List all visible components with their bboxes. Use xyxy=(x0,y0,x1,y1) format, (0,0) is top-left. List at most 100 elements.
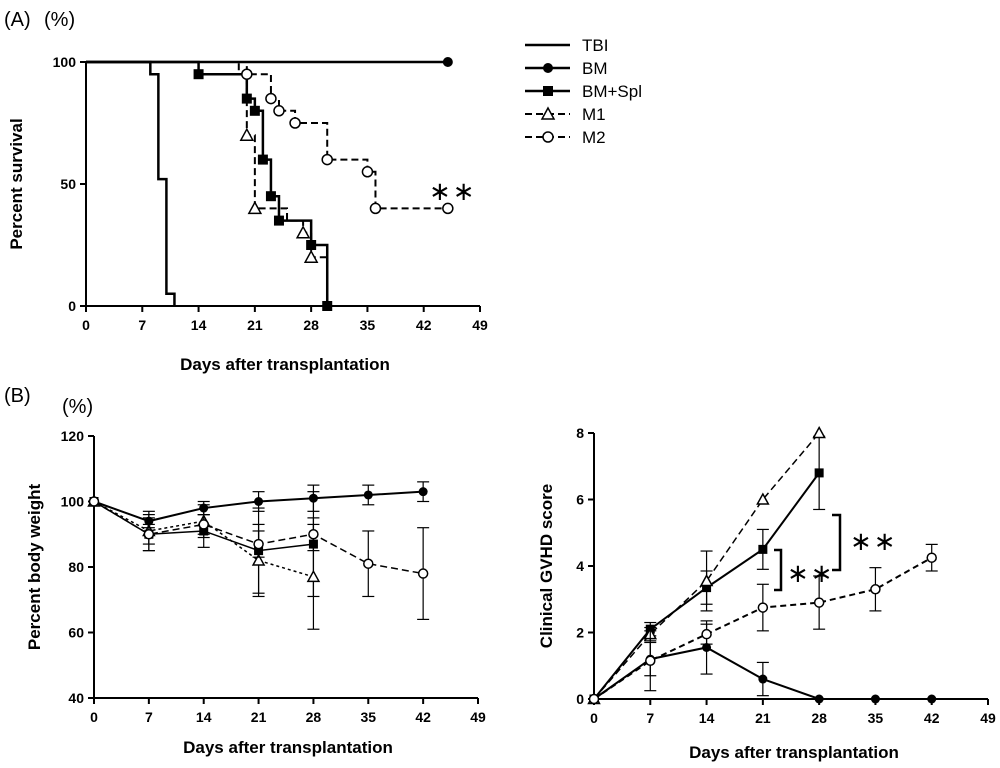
survival-chart: 0 7 14 21 28 35 42 49 0 50 100 Days after transplan… xyxy=(7,54,488,374)
x-axis-title: Days after transplantation xyxy=(689,743,899,762)
x-tick-label: 49 xyxy=(470,709,486,725)
series-tbi xyxy=(86,60,176,306)
data-point-m1 xyxy=(303,249,319,263)
data-point-m2 xyxy=(701,628,712,640)
x-tick-label: 0 xyxy=(590,710,598,726)
data-point-m2 xyxy=(870,584,881,595)
data-point-m2 xyxy=(265,92,277,105)
bracket-1-line xyxy=(774,548,783,592)
series-line-m1 xyxy=(86,61,329,306)
data-point-m2 xyxy=(241,68,253,80)
legend-entry-bm: BM xyxy=(525,59,608,78)
data-point-m2 xyxy=(369,202,382,215)
x-tick-label: 7 xyxy=(145,709,153,725)
y-tick-label: 2 xyxy=(576,625,584,641)
data-point-m2 xyxy=(363,558,374,569)
legend-label-m2: M2 xyxy=(582,128,606,147)
y-tick-label: 120 xyxy=(61,428,85,444)
data-point-bm-spl xyxy=(814,468,824,478)
data-point-bm-spl xyxy=(193,69,204,80)
data-point-bm xyxy=(814,694,824,704)
legend-label-m1: M1 xyxy=(582,105,606,124)
survival-significance-label: ∗∗ xyxy=(429,176,477,206)
legend: TBI BM BM+Spl M1 M2 xyxy=(525,36,642,147)
unit-label-b: (%) xyxy=(62,396,93,418)
legend-entry-m2: M2 xyxy=(525,128,606,147)
data-point-m1 xyxy=(756,492,770,505)
data-point-m1 xyxy=(306,569,321,583)
x-tick-label: 42 xyxy=(415,709,431,725)
data-point-bm xyxy=(870,694,880,704)
data-point-m1 xyxy=(247,200,263,215)
x-axis-title: Days after transplantation xyxy=(180,355,390,374)
x-tick-label: 49 xyxy=(472,317,488,333)
data-point-m1 xyxy=(812,425,826,439)
x-tick-label: 0 xyxy=(90,709,98,725)
gvhd-significance-bracket-2: ∗∗ xyxy=(832,513,896,572)
legend-marker-bm-spl xyxy=(543,86,553,96)
y-tick-label: 6 xyxy=(576,492,584,508)
y-tick-label: 0 xyxy=(576,691,584,707)
data-point-m2 xyxy=(926,552,937,563)
series-m2 xyxy=(588,543,938,705)
x-tick-label: 28 xyxy=(811,710,827,726)
panel-label-a: (A) xyxy=(4,9,31,31)
data-point-m1 xyxy=(295,225,311,239)
x-tick-label: 35 xyxy=(868,710,884,726)
legend-entry-m1: M1 xyxy=(525,105,606,124)
series-bm-spl xyxy=(86,60,333,311)
data-point-m1 xyxy=(699,573,714,587)
y-tick-label: 60 xyxy=(68,625,84,641)
data-point-m2 xyxy=(813,597,825,608)
data-point-m2 xyxy=(289,117,301,129)
x-tick-label: 35 xyxy=(360,709,376,725)
x-axis-title: Days after transplantation xyxy=(183,738,393,757)
x-tick-label: 42 xyxy=(924,710,940,726)
data-point-m1 xyxy=(251,553,266,566)
data-point-bm xyxy=(758,674,768,684)
legend-marker-m1 xyxy=(540,106,556,120)
data-point-bm-spl xyxy=(249,105,260,116)
y-tick-label: 50 xyxy=(60,176,76,192)
legend-entry-tbi: TBI xyxy=(525,36,608,55)
data-point-m2 xyxy=(88,496,100,507)
series-bm xyxy=(89,481,430,529)
x-tick-label: 14 xyxy=(191,317,207,333)
x-tick-label: 28 xyxy=(306,709,322,725)
x-tick-label: 14 xyxy=(196,709,212,725)
panel-label-b: (B) xyxy=(4,385,31,407)
data-point-m2 xyxy=(253,538,264,550)
data-point-bm xyxy=(418,487,428,497)
data-point-m2 xyxy=(198,519,209,530)
data-point-bm xyxy=(702,642,712,652)
gvhd-significance-label-1: ∗∗ xyxy=(787,558,835,588)
data-point-m1 xyxy=(239,127,255,141)
data-point-bm-spl xyxy=(241,93,252,104)
data-point-m2 xyxy=(321,153,333,166)
data-point-bm xyxy=(442,57,453,67)
x-tick-label: 28 xyxy=(303,317,319,333)
data-point-m2 xyxy=(273,105,285,117)
legend-entry-bm-spl: BM+Spl xyxy=(525,82,642,101)
x-tick-label: 0 xyxy=(82,317,90,333)
legend-marker-m2 xyxy=(542,131,554,143)
data-point-bm-spl xyxy=(273,215,284,226)
y-tick-label: 100 xyxy=(53,54,77,70)
body-weight-chart: 0 7 14 21 28 35 42 49 40 60 80 100 120 Days after tra… xyxy=(25,428,486,757)
x-tick-label: 35 xyxy=(360,317,376,333)
y-tick-label: 80 xyxy=(68,559,84,575)
x-tick-label: 7 xyxy=(646,710,654,726)
y-tick-label: 4 xyxy=(576,558,584,574)
data-point-bm-spl xyxy=(257,154,268,165)
series-line-m1 xyxy=(593,432,820,700)
data-point-m2 xyxy=(588,693,600,705)
data-point-bm-spl xyxy=(758,544,768,554)
unit-label-a: (%) xyxy=(44,9,75,31)
x-tick-label: 21 xyxy=(251,709,267,725)
series-line-bm-spl xyxy=(86,60,329,306)
data-point-m2 xyxy=(757,602,769,613)
data-point-m2 xyxy=(645,655,656,667)
series-m2 xyxy=(86,61,454,215)
legend-marker-bm xyxy=(543,63,553,73)
